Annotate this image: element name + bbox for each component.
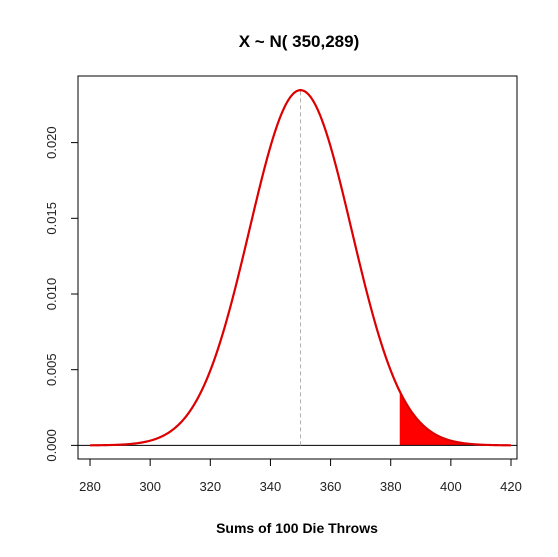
y-axis: 0.000 0.005 0.010 0.015 0.020 (44, 126, 79, 462)
y-tick-label: 0.005 (44, 353, 59, 386)
x-tick-label: 380 (380, 479, 402, 494)
y-tick-label: 0.015 (44, 202, 59, 235)
y-tick-label: 0.000 (44, 429, 59, 462)
chart-title: X ~ N( 350,289) (239, 32, 360, 51)
x-axis-label: Sums of 100 Die Throws (216, 520, 378, 536)
density-curve (90, 89, 511, 447)
plot-frame (77, 75, 518, 460)
x-axis: 280 300 320 340 360 380 400 420 (79, 458, 522, 494)
y-tick-label: 0.010 (44, 278, 59, 311)
shaded-tail-area (399, 391, 511, 446)
x-tick-label: 300 (139, 479, 161, 494)
x-tick-label: 360 (320, 479, 342, 494)
x-tick-label: 280 (79, 479, 101, 494)
y-tick-label: 0.020 (44, 126, 59, 159)
x-tick-label: 420 (500, 479, 522, 494)
x-tick-label: 400 (440, 479, 462, 494)
x-tick-label: 340 (260, 479, 282, 494)
plot-area (78, 89, 517, 447)
x-tick-label: 320 (199, 479, 221, 494)
